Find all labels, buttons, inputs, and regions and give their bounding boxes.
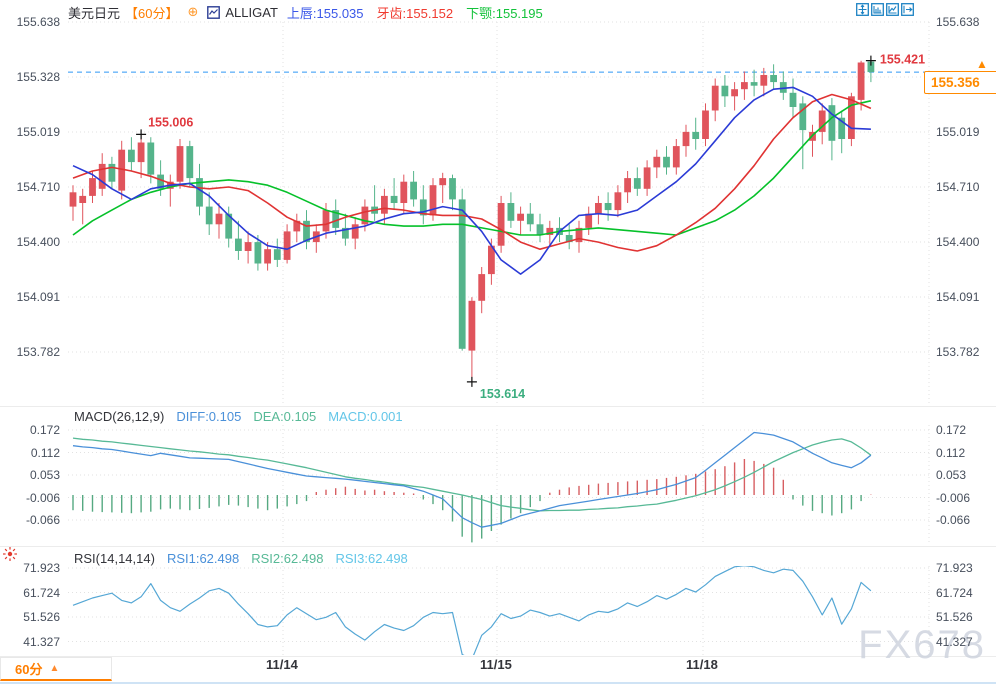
x-axis-date: 11/14 (266, 657, 298, 672)
macd-canvas[interactable] (68, 425, 930, 545)
rsi3-value: RSI3:62.498 (335, 551, 408, 566)
bottom-border (0, 682, 996, 684)
panel-divider (0, 546, 996, 547)
macd-title: MACD(26,12,9) (74, 409, 165, 424)
axis-label: 155.019 (16, 125, 60, 139)
triangle-up-icon: ▲ (49, 663, 60, 674)
chart-header: 美元日元 【60分】 ⊕ ALLIGAT 上唇:155.035 牙齿:155.1… (68, 3, 543, 21)
macd-panel[interactable] (68, 425, 930, 545)
svg-text:153.614: 153.614 (480, 387, 525, 401)
timeframe-button-label: 60分 (15, 662, 43, 677)
price-up-arrow-icon: ▲ (976, 57, 988, 71)
axis-label: -0.006 (25, 490, 60, 505)
macd-macd-value: MACD:0.001 (328, 409, 403, 424)
timeframe-label: 【60分】 (125, 5, 179, 21)
indicator-chart-icon (207, 5, 221, 19)
axis-label: -0.006 (936, 490, 971, 505)
legend-jaw: 下颚:155.195 (466, 5, 543, 21)
move-icon[interactable] (856, 3, 869, 16)
axis-label: 153.782 (16, 345, 60, 359)
macd-diff-value: DIFF:0.105 (176, 409, 242, 424)
axis-label: 51.526 (936, 610, 973, 624)
main-chart-panel[interactable]: 155.006 153.614 155.421 (68, 21, 930, 406)
axis-label: 155.019 (936, 125, 980, 139)
timeframe-button[interactable]: 60分 ▲ (0, 657, 112, 681)
axis-label: 155.638 (16, 15, 60, 29)
axis-label: 71.923 (936, 561, 973, 575)
legend-teeth: 牙齿:155.152 (376, 5, 454, 21)
current-price-badge: 155.356 (924, 71, 996, 94)
rsi-title: RSI(14,14,14) (74, 551, 155, 566)
axis-label: 0.112 (30, 445, 60, 460)
axis-label: 71.923 (23, 561, 60, 575)
macd-dea-value: DEA:0.105 (253, 409, 317, 424)
axis-label: 0.172 (29, 423, 60, 437)
symbol-title: 美元日元 (68, 5, 121, 21)
svg-text:155.006: 155.006 (148, 115, 193, 129)
trend-axis-icon[interactable] (886, 3, 899, 16)
axis-label: 154.710 (936, 180, 980, 194)
rsi1-value: RSI1:62.498 (166, 551, 240, 566)
x-axis-date: 11/15 (480, 657, 512, 672)
rsi-canvas[interactable] (68, 566, 930, 655)
rsi-panel[interactable] (68, 566, 930, 655)
axis-label: 41.327 (936, 634, 973, 649)
axis-label: 0.053 (29, 468, 60, 482)
bar-axis-icon[interactable] (871, 3, 884, 16)
panel-divider (0, 406, 996, 407)
axis-label: 154.091 (16, 290, 60, 304)
axis-label: 154.710 (16, 180, 60, 194)
axis-label: 0.172 (936, 423, 967, 437)
export-icon[interactable] (901, 3, 914, 16)
axis-label: 61.724 (23, 585, 60, 600)
indicator-settings-sun-icon[interactable] (2, 546, 18, 562)
legend-lips: 上唇:155.035 (286, 5, 364, 21)
axis-label: -0.066 (936, 513, 971, 527)
alligator-legend: 上唇:155.035 牙齿:155.152 下颚:155.195 (287, 3, 543, 22)
macd-header: MACD(26,12,9) DIFF:0.105 DEA:0.105 MACD:… (74, 409, 403, 424)
axis-label: 61.724 (936, 585, 973, 600)
axis-label: 155.328 (16, 70, 60, 84)
svg-text:155.421: 155.421 (880, 53, 925, 67)
axis-label: 0.112 (936, 445, 966, 460)
axis-label: -0.066 (25, 513, 60, 527)
main-chart-canvas[interactable]: 155.006 153.614 155.421 (68, 21, 930, 406)
rsi-header: RSI(14,14,14) RSI1:62.498 RSI2:62.498 RS… (74, 551, 408, 566)
rsi2-value: RSI2:62.498 (251, 551, 324, 566)
axis-label: 41.327 (23, 634, 60, 649)
watermark: FX678 (858, 623, 986, 667)
panel-divider (0, 656, 996, 657)
indicator-name: ALLIGAT (225, 4, 278, 20)
axis-label: 155.638 (936, 15, 980, 29)
add-indicator-icon[interactable]: ⊕ (187, 4, 199, 19)
axis-label: 0.053 (936, 468, 967, 482)
axis-label: 154.091 (936, 290, 980, 304)
x-axis-date: 11/18 (686, 657, 718, 672)
axis-label: 154.400 (936, 235, 980, 249)
chart-toolbar (856, 3, 914, 16)
axis-label: 51.526 (23, 610, 60, 624)
axis-label: 153.782 (936, 345, 980, 359)
axis-label: 154.400 (16, 235, 60, 249)
